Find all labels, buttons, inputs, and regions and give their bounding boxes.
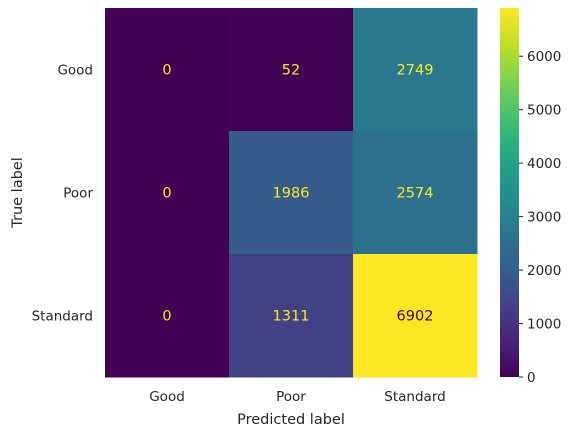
heatmap-cell [353,131,478,255]
colorbar-ticks: 0 1000 2000 3000 4000 5000 6000 [519,49,561,386]
y-axis-label: True label [10,157,26,228]
heatmap-cell [105,8,230,132]
x-tick-labels: Good Poor Standard [149,389,445,405]
y-tick-label: Standard [32,309,93,325]
y-tick-labels: Good Poor Standard [32,63,94,325]
x-tick-label: Good [149,389,185,405]
heatmap-cells [105,8,478,378]
y-tick-label: Poor [63,186,93,202]
heatmap-cell [229,131,354,255]
heatmap-cell-value: 52 [282,63,300,79]
x-tick-label: Standard [384,389,445,405]
heatmap-cell [353,8,478,132]
colorbar-tick-label: 3000 [527,210,561,226]
heatmap-cell-value: 0 [162,309,171,325]
heatmap-cell-value: 1311 [273,309,310,325]
colorbar-tick-label: 2000 [527,263,561,279]
colorbar-tick-label: 6000 [527,49,561,65]
heatmap-cell [105,131,230,255]
y-tick-label: Good [57,63,93,79]
colorbar-tick-label: 0 [527,370,536,386]
heatmap-cell [353,254,478,378]
heatmap-cell-value: 1986 [273,186,310,202]
heatmap-cell-value: 2749 [397,63,434,79]
x-tick-label: Poor [276,389,306,405]
colorbar-tick-label: 5000 [527,103,561,119]
heatmap-cell [229,8,354,132]
heatmap-cell-value: 6902 [397,309,434,325]
heatmap-cell-value: 0 [162,186,171,202]
heatmap-cell [229,254,354,378]
heatmap-cell-value: 0 [162,63,171,79]
colorbar-tick-label: 1000 [527,317,561,333]
x-axis-label: Predicted label [237,412,345,428]
heatmap-cell-labels: 0 52 2749 0 1986 2574 0 1311 6902 [162,63,433,325]
colorbar [500,8,519,377]
heatmap-cell [105,254,230,378]
heatmap-cell-value: 2574 [397,186,434,202]
colorbar-tick-label: 4000 [527,156,561,172]
